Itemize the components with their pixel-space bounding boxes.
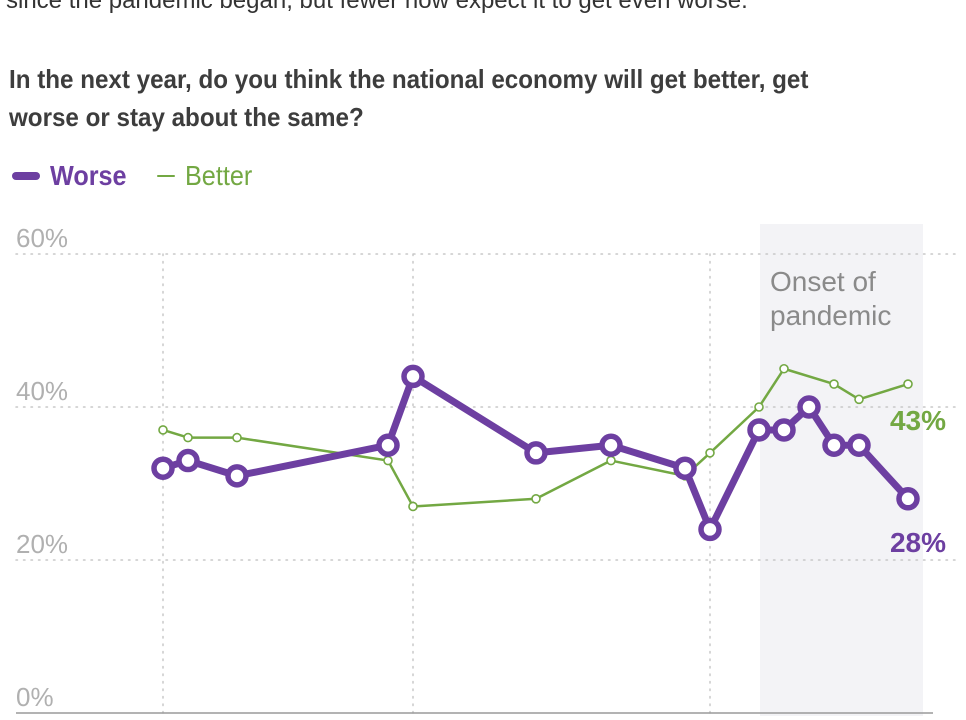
worse-end-label: 28% (890, 527, 946, 558)
worse-data-point (847, 433, 871, 457)
better-data-point (606, 455, 616, 466)
legend-item-better: Better (157, 160, 260, 192)
worse-data-point (673, 456, 697, 480)
legend-swatch-better (157, 175, 176, 177)
better-data-point (232, 432, 242, 443)
better-data-point (531, 493, 541, 504)
worse-data-point (176, 448, 200, 473)
y-tick-label: 0% (16, 682, 54, 712)
pandemic-annotation-line2: pandemic (770, 300, 891, 331)
better-data-point (408, 501, 418, 512)
better-end-label: 43% (890, 405, 946, 436)
worse-data-point (797, 395, 821, 419)
worse-data-point (747, 418, 771, 442)
legend-swatch-worse (12, 172, 40, 180)
worse-data-point (225, 464, 249, 488)
worse-data-point (772, 418, 796, 442)
worse-data-point (822, 433, 846, 457)
chart-question: In the next year, do you think the natio… (9, 64, 809, 132)
better-data-point (779, 363, 789, 374)
worse-data-point (896, 487, 920, 511)
legend-label-better: Better (185, 160, 253, 191)
intro-text: since the pandemic began, but fewer now … (6, 0, 748, 14)
legend-label-worse: Worse (50, 160, 127, 191)
chart-legend: Worse Better (12, 158, 282, 194)
better-series-line (161, 367, 910, 508)
worse-data-point (376, 433, 400, 457)
better-data-point (705, 448, 715, 458)
worse-data-point (151, 456, 175, 480)
better-data-point (829, 379, 839, 389)
worse-data-point (401, 364, 425, 389)
better-data-point (158, 425, 168, 435)
better-data-point (854, 394, 864, 405)
better-data-point (183, 432, 193, 443)
legend-item-worse: Worse (12, 160, 135, 192)
worse-data-point (599, 433, 623, 457)
pandemic-annotation-line1: Onset of (770, 266, 876, 297)
pandemic-shade-region (760, 224, 923, 716)
y-tick-label: 20% (16, 529, 68, 559)
worse-data-point (698, 517, 722, 542)
better-data-point (383, 455, 393, 466)
y-tick-label: 40% (16, 376, 68, 406)
better-data-point (903, 379, 913, 389)
y-tick-label: 60% (16, 223, 68, 253)
worse-data-point (524, 441, 548, 465)
better-data-point (754, 402, 764, 412)
